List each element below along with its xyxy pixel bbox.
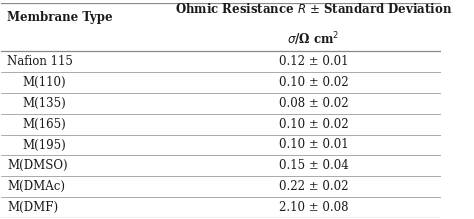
Text: $\sigma$/Ω cm$^2$: $\sigma$/Ω cm$^2$ bbox=[287, 30, 340, 48]
Text: 0.15 ± 0.04: 0.15 ± 0.04 bbox=[279, 159, 348, 172]
Text: 0.10 ± 0.02: 0.10 ± 0.02 bbox=[279, 76, 348, 89]
Text: 0.10 ± 0.01: 0.10 ± 0.01 bbox=[279, 138, 348, 152]
Text: M(195): M(195) bbox=[23, 138, 66, 152]
Text: 0.08 ± 0.02: 0.08 ± 0.02 bbox=[279, 97, 348, 110]
Text: Nafion 115: Nafion 115 bbox=[7, 55, 73, 68]
Text: M(DMAc): M(DMAc) bbox=[7, 180, 65, 193]
Text: 0.12 ± 0.01: 0.12 ± 0.01 bbox=[279, 55, 348, 68]
Text: M(DMF): M(DMF) bbox=[7, 201, 58, 214]
Text: 0.10 ± 0.02: 0.10 ± 0.02 bbox=[279, 118, 348, 131]
Text: Ohmic Resistance $\it{R}$ $\pm$ Standard Deviation: Ohmic Resistance $\it{R}$ $\pm$ Standard… bbox=[175, 2, 452, 16]
Text: Membrane Type: Membrane Type bbox=[7, 11, 113, 24]
Text: M(135): M(135) bbox=[23, 97, 66, 110]
Text: M(DMSO): M(DMSO) bbox=[7, 159, 68, 172]
Text: M(165): M(165) bbox=[23, 118, 66, 131]
Text: M(110): M(110) bbox=[23, 76, 66, 89]
Text: 2.10 ± 0.08: 2.10 ± 0.08 bbox=[279, 201, 348, 214]
Text: 0.22 ± 0.02: 0.22 ± 0.02 bbox=[279, 180, 348, 193]
